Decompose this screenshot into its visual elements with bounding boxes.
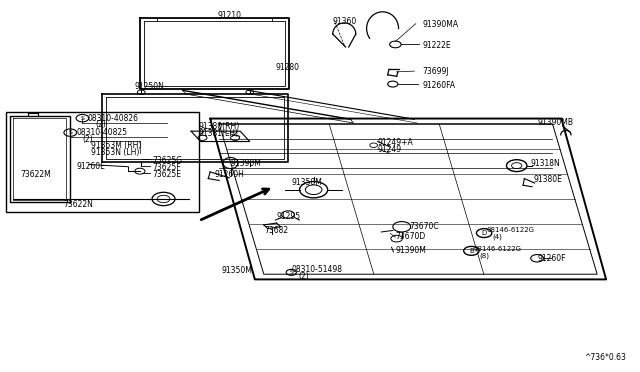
Text: 91210: 91210 — [218, 11, 242, 20]
Text: 91318N: 91318N — [531, 159, 561, 168]
Text: 73625E: 73625E — [153, 170, 182, 179]
Text: 08146-6122G: 08146-6122G — [473, 246, 521, 252]
Text: 91249+A: 91249+A — [378, 138, 413, 147]
Text: 73625G: 73625G — [153, 156, 183, 165]
Text: 91360: 91360 — [333, 17, 357, 26]
Text: 91260F: 91260F — [537, 254, 566, 263]
Text: 73670D: 73670D — [396, 231, 426, 241]
Text: (4): (4) — [492, 234, 502, 240]
Text: B: B — [469, 248, 474, 254]
Text: 91390MB: 91390MB — [537, 119, 573, 128]
Text: 91260H: 91260H — [214, 170, 244, 179]
Text: 73670C: 73670C — [410, 222, 439, 231]
Text: 91390MA: 91390MA — [422, 20, 458, 29]
Text: 08146-6122G: 08146-6122G — [486, 227, 534, 234]
Text: 08310-40826: 08310-40826 — [88, 114, 138, 123]
Text: 91380E: 91380E — [534, 175, 563, 184]
Text: 73682: 73682 — [264, 226, 289, 235]
Text: 91390M: 91390M — [230, 159, 262, 168]
Text: 91249: 91249 — [378, 145, 402, 154]
Text: 73622N: 73622N — [63, 200, 93, 209]
Text: 91250N: 91250N — [135, 82, 164, 91]
Text: 91295: 91295 — [276, 212, 301, 221]
Bar — [6, 112, 198, 212]
Text: 73699J: 73699J — [422, 67, 449, 76]
Text: S: S — [81, 116, 84, 121]
Text: 91260FA: 91260FA — [422, 81, 455, 90]
Text: 91350M: 91350M — [221, 266, 252, 275]
Text: S: S — [289, 270, 293, 275]
Text: 91353M (RH): 91353M (RH) — [92, 141, 141, 151]
Text: 91353N (LH): 91353N (LH) — [92, 148, 140, 157]
Text: 91260E: 91260E — [76, 162, 105, 171]
Text: 91222E: 91222E — [422, 41, 451, 51]
Text: 91350M: 91350M — [291, 178, 322, 187]
Text: 73622M: 73622M — [20, 170, 51, 179]
Text: 08310-40825: 08310-40825 — [76, 128, 127, 137]
Text: 91380(RH): 91380(RH) — [198, 122, 240, 131]
Text: (2): (2) — [95, 121, 106, 129]
Text: 91381(LH): 91381(LH) — [198, 129, 239, 138]
Text: S: S — [68, 130, 72, 135]
Text: D: D — [481, 230, 487, 236]
Text: 91280: 91280 — [275, 63, 300, 72]
Text: (2): (2) — [83, 135, 93, 144]
Text: ^736*0.63: ^736*0.63 — [585, 353, 627, 362]
Text: 73625F: 73625F — [153, 163, 181, 172]
Text: 08310-51498: 08310-51498 — [292, 265, 343, 274]
Text: (2): (2) — [298, 272, 309, 280]
Text: 91390M: 91390M — [396, 246, 426, 255]
Text: (8): (8) — [479, 253, 490, 259]
